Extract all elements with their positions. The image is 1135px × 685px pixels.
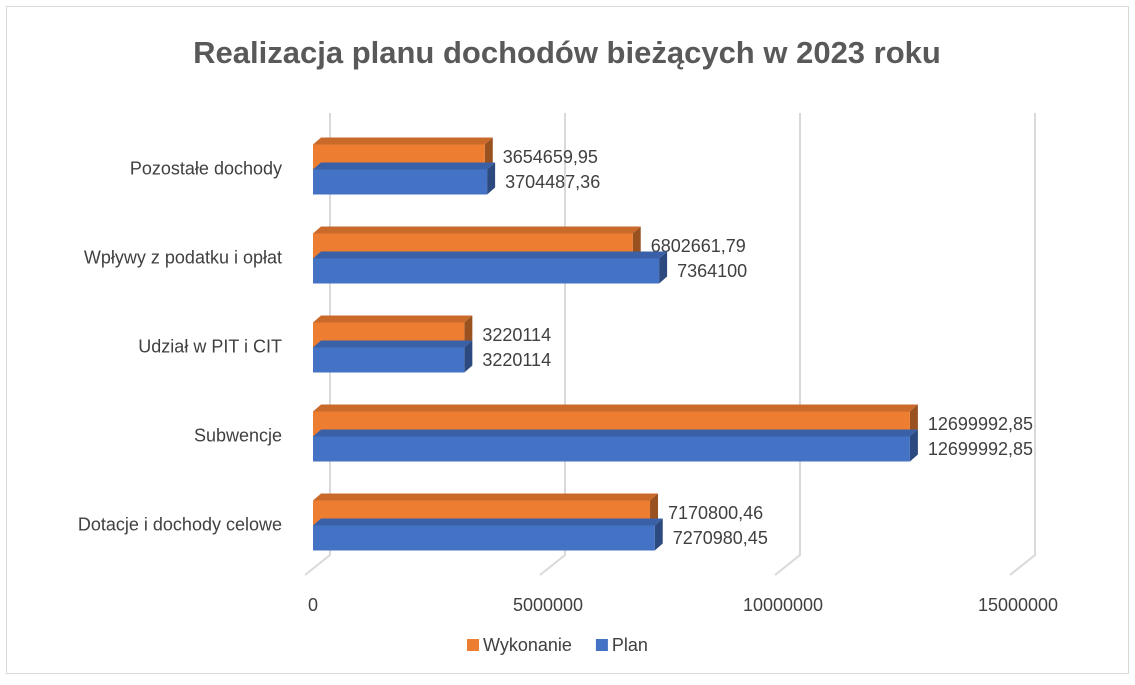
bar-side: [654, 518, 663, 551]
bar-top: [313, 340, 473, 348]
bar: [313, 347, 465, 373]
y-tick-label: Wpływy z podatku i opłat: [84, 247, 282, 267]
bar-top: [313, 137, 493, 145]
data-label: 3220114: [482, 325, 551, 345]
grid-line: [1009, 113, 1036, 576]
bar-side: [659, 251, 668, 284]
data-label: 3220114: [482, 350, 551, 370]
bar-side: [464, 340, 473, 373]
y-tick-label: Udział w PIT i CIT: [138, 336, 282, 356]
bar-side: [464, 315, 473, 348]
x-tick-label: 15000000: [978, 595, 1058, 615]
x-tick-label: 10000000: [743, 595, 823, 615]
y-tick-label: Dotacje i dochody celowe: [78, 514, 282, 534]
data-label: 12699992,85: [928, 439, 1033, 459]
bar: [313, 169, 488, 195]
bar-side: [909, 429, 918, 462]
bar-top: [313, 429, 918, 437]
bar-side: [650, 493, 659, 526]
bar-top: [313, 162, 496, 170]
data-label: 7364100: [677, 261, 747, 281]
bar-side: [484, 137, 493, 170]
data-label: 3654659,95: [503, 147, 598, 167]
legend-label: Wykonanie: [483, 635, 572, 655]
data-label: 7270980,45: [673, 528, 768, 548]
bar-top: [313, 493, 659, 501]
legend-swatch: [467, 639, 479, 651]
chart-title: Realizacja planu dochodów bieżących w 20…: [193, 35, 941, 70]
x-tick-label: 5000000: [513, 595, 583, 615]
chart-border: [6, 6, 1129, 674]
legend-swatch: [595, 639, 608, 651]
data-label: 3704487,36: [505, 172, 600, 192]
bar-side: [487, 162, 496, 195]
bar-top: [313, 226, 641, 234]
grid-line: [774, 113, 801, 576]
y-tick-label: Pozostałe dochody: [130, 158, 282, 178]
y-tick-label: Subwencje: [194, 425, 282, 445]
bar-top: [313, 518, 663, 526]
bar-3d: [313, 162, 496, 195]
bar-3d: [313, 518, 663, 551]
bar-3d: [313, 251, 668, 284]
bar-3d: [313, 429, 918, 462]
bar-top: [313, 404, 918, 412]
bar: [313, 436, 910, 462]
data-label: 7170800,46: [668, 503, 763, 523]
bar: [313, 525, 655, 551]
bar-3d: [313, 340, 473, 373]
bar: [313, 258, 660, 284]
data-label: 6802661,79: [651, 236, 746, 256]
bar-top: [313, 315, 473, 323]
bar-side: [909, 404, 918, 437]
data-label: 12699992,85: [928, 414, 1033, 434]
bar-side: [632, 226, 641, 259]
bar-top: [313, 251, 668, 259]
x-tick-label: 0: [308, 595, 318, 615]
legend-label: Plan: [612, 635, 648, 655]
